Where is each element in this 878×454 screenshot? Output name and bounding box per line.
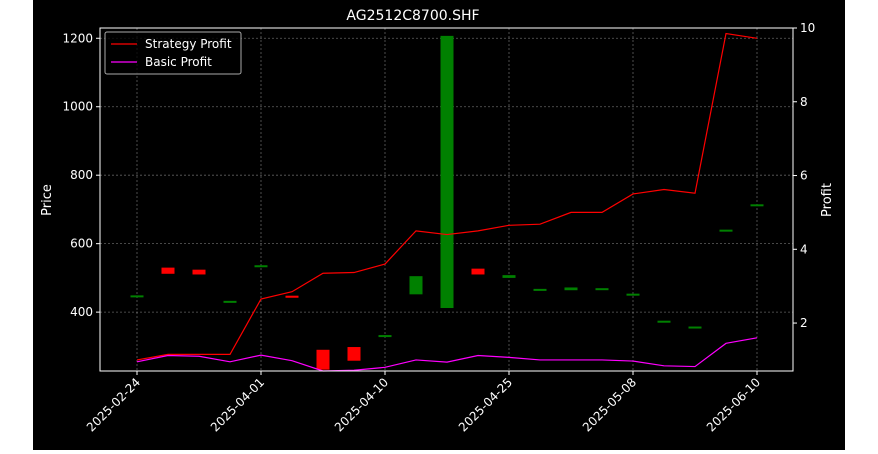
y-tick-label-right: 6 [800, 169, 808, 183]
candle-up [657, 320, 671, 323]
y-tick-label-left: 400 [70, 305, 93, 319]
candle-up [626, 293, 640, 296]
y-tick-label-left: 1200 [62, 31, 93, 45]
x-tick-label: 2025-04-01 [208, 375, 267, 434]
y-axis-label-right: Profit [820, 183, 835, 217]
profit-lines [136, 32, 758, 372]
candle-up [502, 275, 516, 278]
legend-label-strategy: Strategy Profit [145, 37, 232, 51]
candle-down [347, 347, 361, 361]
candle-up [688, 326, 702, 329]
candlestick-profit-chart: AG2512C8700.SHF 2025-02-24 2025-04-01 2025… [40, 8, 835, 434]
candle-up [130, 295, 144, 298]
candle-up [719, 229, 733, 232]
candle-up [254, 265, 268, 268]
candle-up [533, 288, 547, 291]
strategy-profit-line [136, 32, 758, 361]
candle-up [223, 300, 237, 303]
x-tick-label: 2025-02-24 [84, 375, 143, 434]
y-tick-label-right: 10 [800, 21, 815, 35]
candle-down [285, 295, 299, 298]
chart-title: AG2512C8700.SHF [346, 8, 479, 24]
candle-up [378, 335, 392, 338]
y-tick-label-right: 2 [800, 316, 808, 330]
y-axis-label-left: Price [40, 184, 55, 216]
candle-up [409, 276, 423, 295]
y-tick-label-left: 1000 [62, 100, 93, 114]
legend-box [104, 31, 242, 75]
y-tick-label-right: 4 [800, 242, 808, 256]
candle-down [161, 267, 175, 274]
x-tick-label: 2025-06-10 [704, 375, 763, 434]
x-tick-label: 2025-04-25 [456, 375, 515, 434]
legend-label-basic: Basic Profit [145, 55, 212, 69]
candle-up [440, 35, 454, 309]
chart-figure: AG2512C8700.SHF 2025-02-24 2025-04-01 2025… [33, 0, 845, 450]
candle-up [595, 288, 609, 291]
y-tick-label-right: 8 [800, 95, 808, 109]
plot-frame [99, 27, 794, 372]
candle-down [316, 349, 330, 370]
grid-lines [100, 28, 793, 371]
axes: 2025-02-24 2025-04-01 2025-04-10 2025-04-25… [62, 21, 815, 434]
y-tick-label-left: 600 [70, 237, 93, 251]
y-tick-label-left: 800 [70, 168, 93, 182]
candle-up [750, 204, 764, 207]
x-tick-label: 2025-04-10 [332, 375, 391, 434]
candle-down [471, 268, 485, 275]
candles [130, 35, 764, 370]
candle-down [192, 269, 206, 275]
candle-up [564, 287, 578, 291]
x-tick-label: 2025-05-08 [580, 375, 639, 434]
basic-profit-line [136, 337, 758, 372]
legend: Strategy Profit Basic Profit [104, 31, 242, 75]
